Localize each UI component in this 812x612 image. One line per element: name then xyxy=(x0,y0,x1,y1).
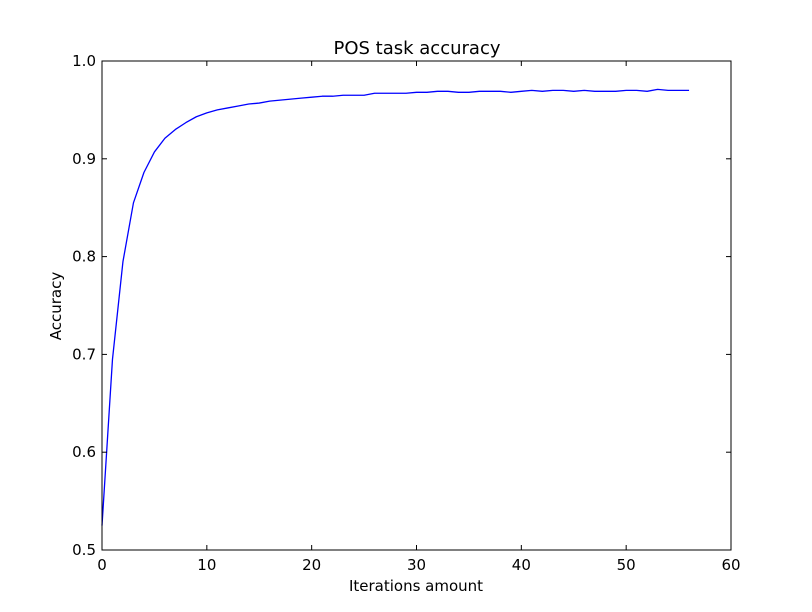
y-tick-label: 0.6 xyxy=(72,443,96,461)
x-tick-label: 40 xyxy=(512,556,531,574)
x-axis-label: Iterations amount xyxy=(349,577,483,595)
series-layer xyxy=(101,88,690,526)
ticks-layer: 0 10 20 30 40 50 60 0.5 0.6 0.7 0.8 0.9 1.0 xyxy=(72,52,740,574)
x-tick-label: 50 xyxy=(617,556,636,574)
y-tick-label: 0.8 xyxy=(72,248,96,266)
x-tick-label: 20 xyxy=(302,556,321,574)
x-tick-label: 0 xyxy=(97,556,107,574)
y-tick-label: 0.5 xyxy=(72,541,96,559)
y-tick-label: 0.9 xyxy=(72,150,96,168)
chart-title: POS task accuracy xyxy=(334,38,501,59)
plot-frame xyxy=(101,60,732,551)
x-tick-label: 10 xyxy=(197,556,216,574)
x-tick-label: 60 xyxy=(721,556,740,574)
y-tick-label: 1.0 xyxy=(72,52,96,70)
y-axis-label: Accuracy xyxy=(47,272,65,341)
x-tick-label: 30 xyxy=(407,556,426,574)
y-tick-label: 0.7 xyxy=(72,345,96,363)
series-line-0 xyxy=(101,88,690,526)
